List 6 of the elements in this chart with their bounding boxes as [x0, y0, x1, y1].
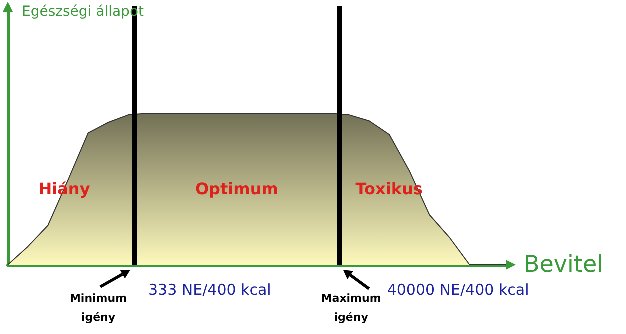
- text: Minimum igény: [70, 292, 128, 324]
- text: Maximum igény: [321, 292, 382, 324]
- annotation: Optimum: [195, 180, 278, 198]
- text: 333 NE/400 kcal: [148, 281, 272, 299]
- text: 40000 NE/400 kcal: [387, 281, 530, 299]
- x-axis-title: Bevitel: [524, 252, 604, 278]
